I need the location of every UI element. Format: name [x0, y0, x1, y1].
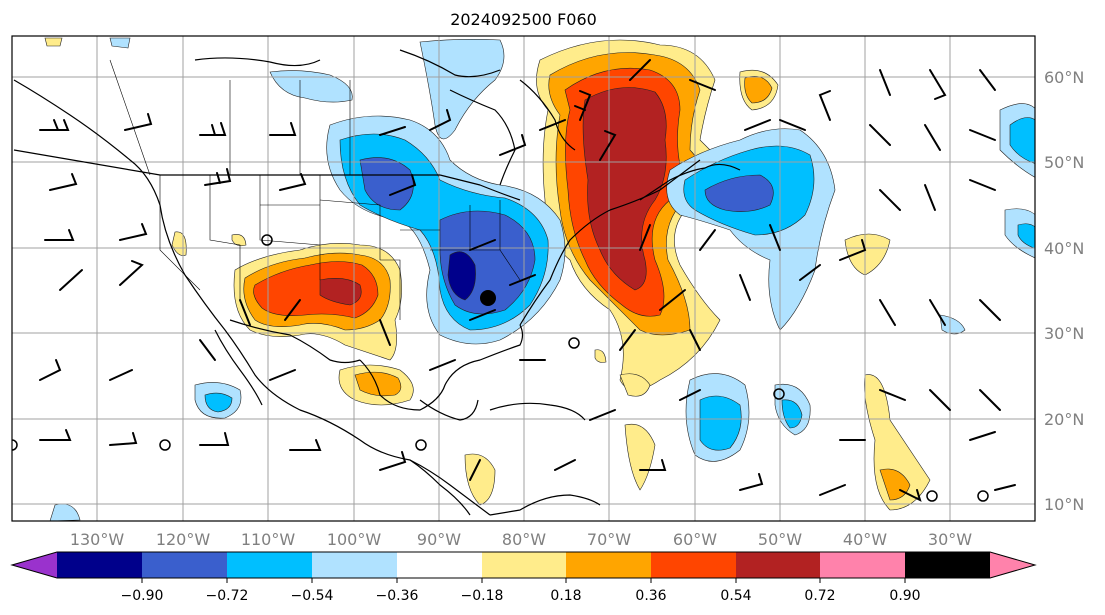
- wind-barbs: [39, 59, 1016, 502]
- colorbar-bin: [397, 552, 482, 578]
- lon-label: 120°W: [156, 530, 211, 549]
- colorbar-tick-label: −0.90: [121, 588, 164, 604]
- lat-label: 20°N: [1044, 410, 1084, 429]
- colorbar-bin: [57, 552, 142, 578]
- colorbar-bin: [566, 552, 651, 578]
- colorbar-bin: [736, 552, 820, 578]
- colorbar-tick-label: −0.36: [376, 588, 419, 604]
- lon-label: 80°W: [502, 530, 546, 549]
- lat-label: 30°N: [1044, 324, 1084, 343]
- longitude-labels: 130°W 120°W 110°W 100°W 90°W 80°W 70°W 6…: [70, 530, 972, 549]
- map-title: 2024092500 F060: [450, 10, 597, 29]
- lon-label: 130°W: [70, 530, 125, 549]
- map-frame: [11, 35, 1036, 522]
- colorbar-tick-label: −0.18: [461, 588, 504, 604]
- state-borders: [109, 59, 521, 320]
- colorbar-tick-label: 0.72: [804, 588, 835, 604]
- lat-label: 10°N: [1044, 495, 1084, 514]
- colorbar-bin: [482, 552, 566, 578]
- colorbar-tick-label: −0.72: [206, 588, 249, 604]
- latitude-labels: 60°N 50°N 40°N 30°N 20°N 10°N: [1044, 68, 1084, 514]
- colorbar-bin: [142, 552, 227, 578]
- colorbar-tick-label: 0.54: [720, 588, 751, 604]
- colorbar-tick-label: 0.36: [635, 588, 666, 604]
- colorbar-bin: [312, 552, 397, 578]
- storm-center-marker: [480, 290, 496, 306]
- colorbar-bin: [227, 552, 312, 578]
- colorbar-tick-label: 0.18: [550, 588, 581, 604]
- colorbar-bin: [905, 552, 990, 578]
- colorbar-tick-label: 0.90: [889, 588, 920, 604]
- colorbar-bin: [651, 552, 736, 578]
- lon-label: 40°W: [843, 530, 887, 549]
- lat-label: 60°N: [1044, 68, 1084, 87]
- lat-label: 40°N: [1044, 239, 1084, 258]
- colorbar-outline: [10, 551, 1037, 579]
- colorbar-extend-low: [12, 552, 57, 578]
- colorbar: −0.90 −0.72 −0.54 −0.36 −0.18 0.18 0.36 …: [10, 551, 1037, 604]
- lon-label: 100°W: [327, 530, 382, 549]
- lat-label: 50°N: [1044, 153, 1084, 172]
- lon-label: 110°W: [241, 530, 296, 549]
- shaded-field: [44, 37, 1035, 521]
- colorbar-tick-label: −0.54: [291, 588, 334, 604]
- lon-label: 50°W: [758, 530, 802, 549]
- colorbar-bin: [820, 552, 905, 578]
- lon-label: 60°W: [673, 530, 717, 549]
- colorbar-ticks: [141, 578, 906, 583]
- lon-label: 90°W: [417, 530, 461, 549]
- lon-label: 30°W: [928, 530, 972, 549]
- lon-label: 70°W: [587, 530, 631, 549]
- calm-circles: [12, 234, 989, 502]
- colorbar-extend-high: [990, 552, 1035, 578]
